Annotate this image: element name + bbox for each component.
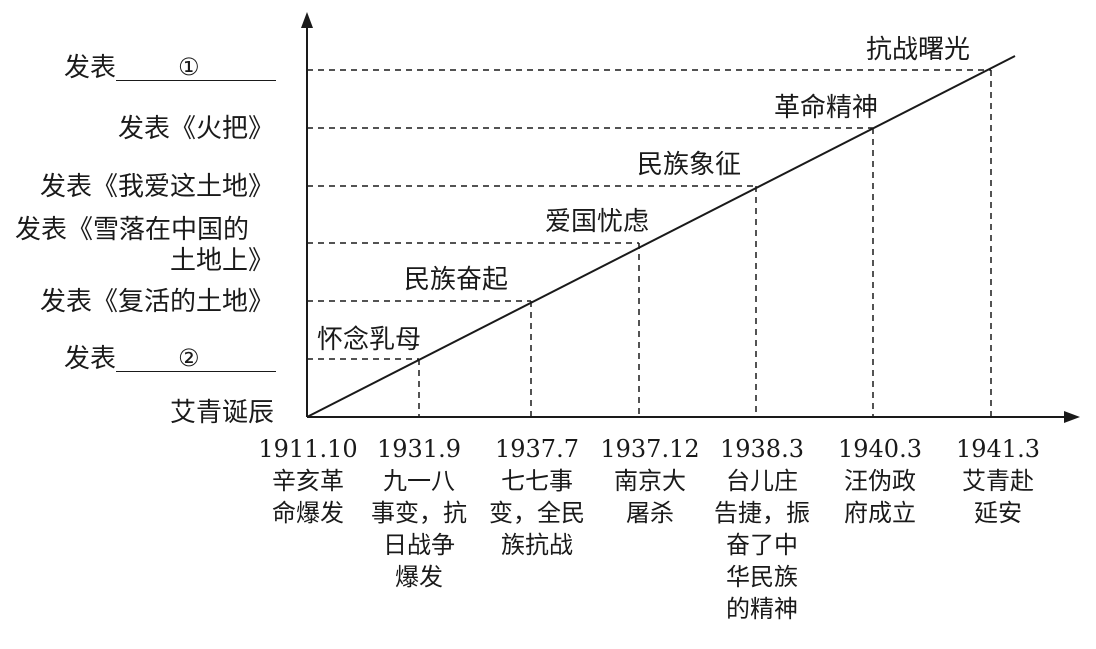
x-text-line: 九一八 [383, 467, 455, 495]
x-event-1: 1911.10 辛亥革 命爆发 [248, 433, 368, 529]
blank-mark: ① [178, 53, 200, 81]
x-date: 1941.3 [956, 435, 1040, 463]
x-event-7: 1941.3 艾青赴 延安 [938, 433, 1058, 529]
line-label-5: 革命精神 [774, 93, 879, 123]
line-label-6: 抗战曙光 [866, 35, 971, 65]
x-text-line: 变，全民 [489, 499, 585, 527]
x-event-2: 1931.9 九一八 事变，抗 日战争 爆发 [359, 433, 479, 593]
blank-mark: ② [178, 344, 200, 372]
y-axis-arrow [301, 12, 313, 28]
x-text-line: 日战争 [383, 531, 455, 559]
x-text-line: 奋了中 [726, 531, 798, 559]
x-text-line: 命爆发 [272, 499, 344, 527]
x-text-line: 七七事 [501, 467, 573, 495]
line-label-4: 民族象征 [637, 150, 742, 180]
trend-line [306, 55, 1016, 418]
x-date: 1937.12 [600, 435, 700, 463]
y-label-fuhuo: 发表《复活的土地》 [39, 287, 274, 317]
x-event-5: 1938.3 台儿庄 告捷，振 奋了中 华民族 的精神 [702, 433, 822, 625]
x-date: 1911.10 [258, 435, 358, 463]
y-label-wo-ai-zhe-tudi: 发表《我爱这土地》 [39, 172, 274, 202]
line-label-2: 民族奋起 [404, 265, 509, 295]
x-text-line: 延安 [974, 499, 1022, 527]
y-label-prefix: 发表 [64, 344, 117, 374]
y-label-xueluo: 发表《雪落在中国的 [15, 215, 250, 245]
y-label-huoba: 发表《火把》 [117, 114, 274, 144]
x-text-line: 爆发 [395, 563, 443, 591]
answer-blank: ② [116, 344, 277, 372]
x-text-line: 族抗战 [501, 531, 573, 559]
x-text-line: 告捷，振 [714, 499, 810, 527]
x-text-line: 屠杀 [626, 499, 674, 527]
x-date: 1931.9 [377, 435, 461, 463]
x-text-line: 事变，抗 [371, 499, 467, 527]
x-date: 1938.3 [720, 435, 804, 463]
y-label-blank-2: 发表 ② [64, 344, 277, 374]
x-text-line: 艾青赴 [962, 467, 1034, 495]
x-text-line: 南京大 [614, 467, 686, 495]
x-event-3: 1937.7 七七事 变，全民 族抗战 [477, 433, 597, 561]
answer-blank: ① [116, 53, 277, 81]
x-text-line: 府成立 [844, 499, 916, 527]
y-label-blank-1: 发表 ① [64, 53, 277, 83]
x-event-4: 1937.12 南京大 屠杀 [590, 433, 710, 529]
x-text-line: 台儿庄 [726, 467, 798, 495]
y-label-prefix: 发表 [64, 53, 117, 83]
x-event-6: 1940.3 汪伪政 府成立 [820, 433, 940, 529]
y-label-birth: 艾青诞辰 [169, 398, 274, 428]
x-axis-arrow [1064, 411, 1080, 423]
x-text-line: 汪伪政 [844, 467, 916, 495]
y-label-xueluo-line2: 土地上》 [169, 246, 274, 276]
line-label-1: 怀念乳母 [317, 325, 422, 355]
x-date: 1937.7 [495, 435, 579, 463]
x-text-line: 的精神 [726, 595, 798, 623]
line-label-3: 爱国忧虑 [545, 207, 650, 237]
x-text-line: 辛亥革 [272, 467, 344, 495]
x-text-line: 华民族 [726, 563, 798, 591]
x-date: 1940.3 [838, 435, 922, 463]
